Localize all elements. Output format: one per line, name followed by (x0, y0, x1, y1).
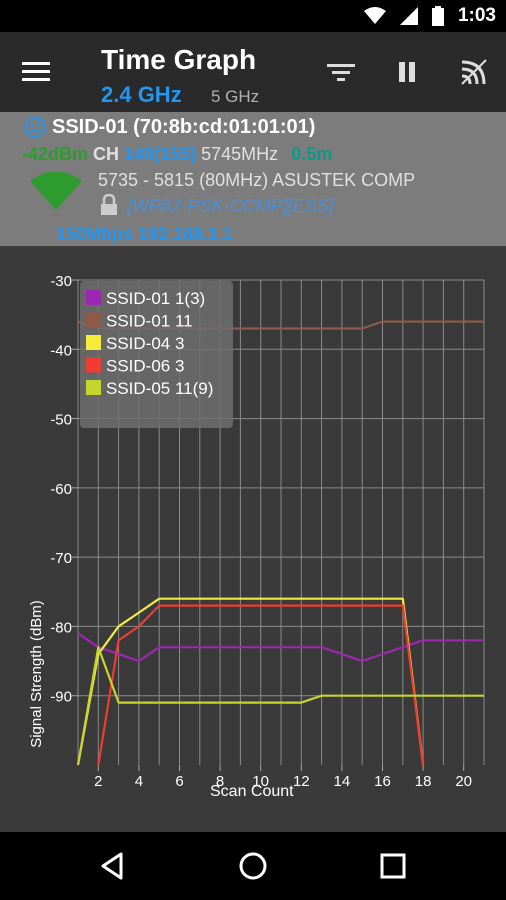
recents-icon[interactable] (377, 850, 409, 882)
security-label: [WPA2-PSK-CCMP][ESS] (127, 196, 334, 216)
wifi-icon (363, 7, 386, 24)
series-line (76, 597, 425, 766)
series-line (97, 604, 425, 766)
x-axis-title: Scan Count (210, 783, 294, 800)
y-tick-label: -90 (50, 689, 72, 706)
range-vendor-line: 5735 - 5815 (80MHz) ASUSTEK COMP (98, 170, 415, 191)
legend-swatch (86, 335, 101, 350)
series-line (77, 632, 484, 663)
app-bar: Time Graph 2.4 GHz 5 GHz (0, 32, 506, 112)
x-tick-label: 10 (252, 773, 269, 790)
x-tick-label: 14 (334, 773, 351, 790)
legend-swatch (86, 312, 101, 328)
legend-swatch (86, 290, 101, 305)
channel-value: 149(155) (124, 144, 197, 164)
home-icon[interactable] (237, 850, 269, 882)
network-info-panel[interactable]: SSID-01 (70:8b:cd:01:01:01) -42dBm CH 14… (0, 112, 506, 246)
menu-icon[interactable] (22, 60, 52, 84)
frequency-value: 5745MHz (201, 144, 279, 164)
y-tick-label: -30 (50, 273, 72, 290)
y-tick-label: -70 (50, 550, 72, 567)
filter-icon[interactable] (325, 56, 357, 88)
legend-label: SSID-04 3 (106, 334, 184, 353)
signal-details-line: -42dBm CH 149(155) 5745MHz 0.5m (22, 144, 332, 165)
status-bar: 1:03 (0, 0, 506, 32)
back-icon[interactable] (97, 850, 129, 882)
cell-signal-icon (399, 7, 418, 25)
channel-label: CH (93, 144, 120, 164)
x-tick-label: 8 (216, 773, 224, 790)
y-tick-label: -40 (50, 342, 72, 359)
x-tick-label: 12 (293, 773, 310, 790)
pause-icon[interactable] (391, 56, 423, 88)
page-title: Time Graph (101, 44, 257, 75)
x-tick-label: 16 (374, 773, 391, 790)
rssi-value: -42dBm (22, 144, 89, 164)
lock-icon (101, 194, 117, 215)
legend-label: SSID-06 3 (106, 357, 184, 376)
distance-value: 0.5m (291, 144, 333, 164)
frequency-range: 5735 - 5815 (80MHz) (98, 170, 269, 190)
time-graph-area: -30 -40 -50 -60 -70 -80 -90 2 4 6 8 10 12 14 16 18 20 SSI… (0, 246, 506, 832)
x-tick-label: 2 (94, 773, 102, 790)
y-tick-label: -80 (50, 619, 72, 636)
series-line (76, 646, 484, 766)
x-tick-label: 4 (135, 773, 143, 790)
battery-icon (431, 6, 444, 26)
wifi-strength-icon (30, 172, 82, 210)
wifi-scan-icon[interactable] (458, 56, 490, 88)
x-tick-label: 20 (455, 773, 472, 790)
legend-swatch (86, 380, 101, 395)
status-time: 1:03 (457, 5, 496, 26)
x-tick-label: 6 (175, 773, 183, 790)
y-tick-label: -50 (50, 412, 72, 429)
y-tick-label: -60 (50, 481, 72, 498)
y-axis-title: Signal Strength (dBm) (28, 600, 45, 748)
x-tick-label: 18 (415, 773, 432, 790)
signal-chart: -30 -40 -50 -60 -70 -80 -90 2 4 6 8 10 12 14 16 18 20 SSI… (50, 273, 485, 790)
legend-label: SSID-01 11 (106, 312, 193, 331)
smiley-icon (24, 116, 46, 138)
legend-swatch (86, 357, 101, 373)
tab-2-4ghz[interactable]: 2.4 GHz (101, 82, 182, 107)
ssid-label: SSID-01 (70:8b:cd:01:01:01) (52, 116, 316, 138)
legend-box (80, 281, 233, 428)
legend-label: SSID-01 1(3) (106, 289, 205, 308)
vendor-name: ASUSTEK COMP (272, 170, 416, 190)
tab-5ghz[interactable]: 5 GHz (211, 87, 260, 106)
rate-ip-label: 150Mbps 192.168.1.1 (56, 224, 234, 244)
legend-label: SSID-05 11(9) (106, 379, 213, 398)
navigation-bar (0, 832, 506, 900)
